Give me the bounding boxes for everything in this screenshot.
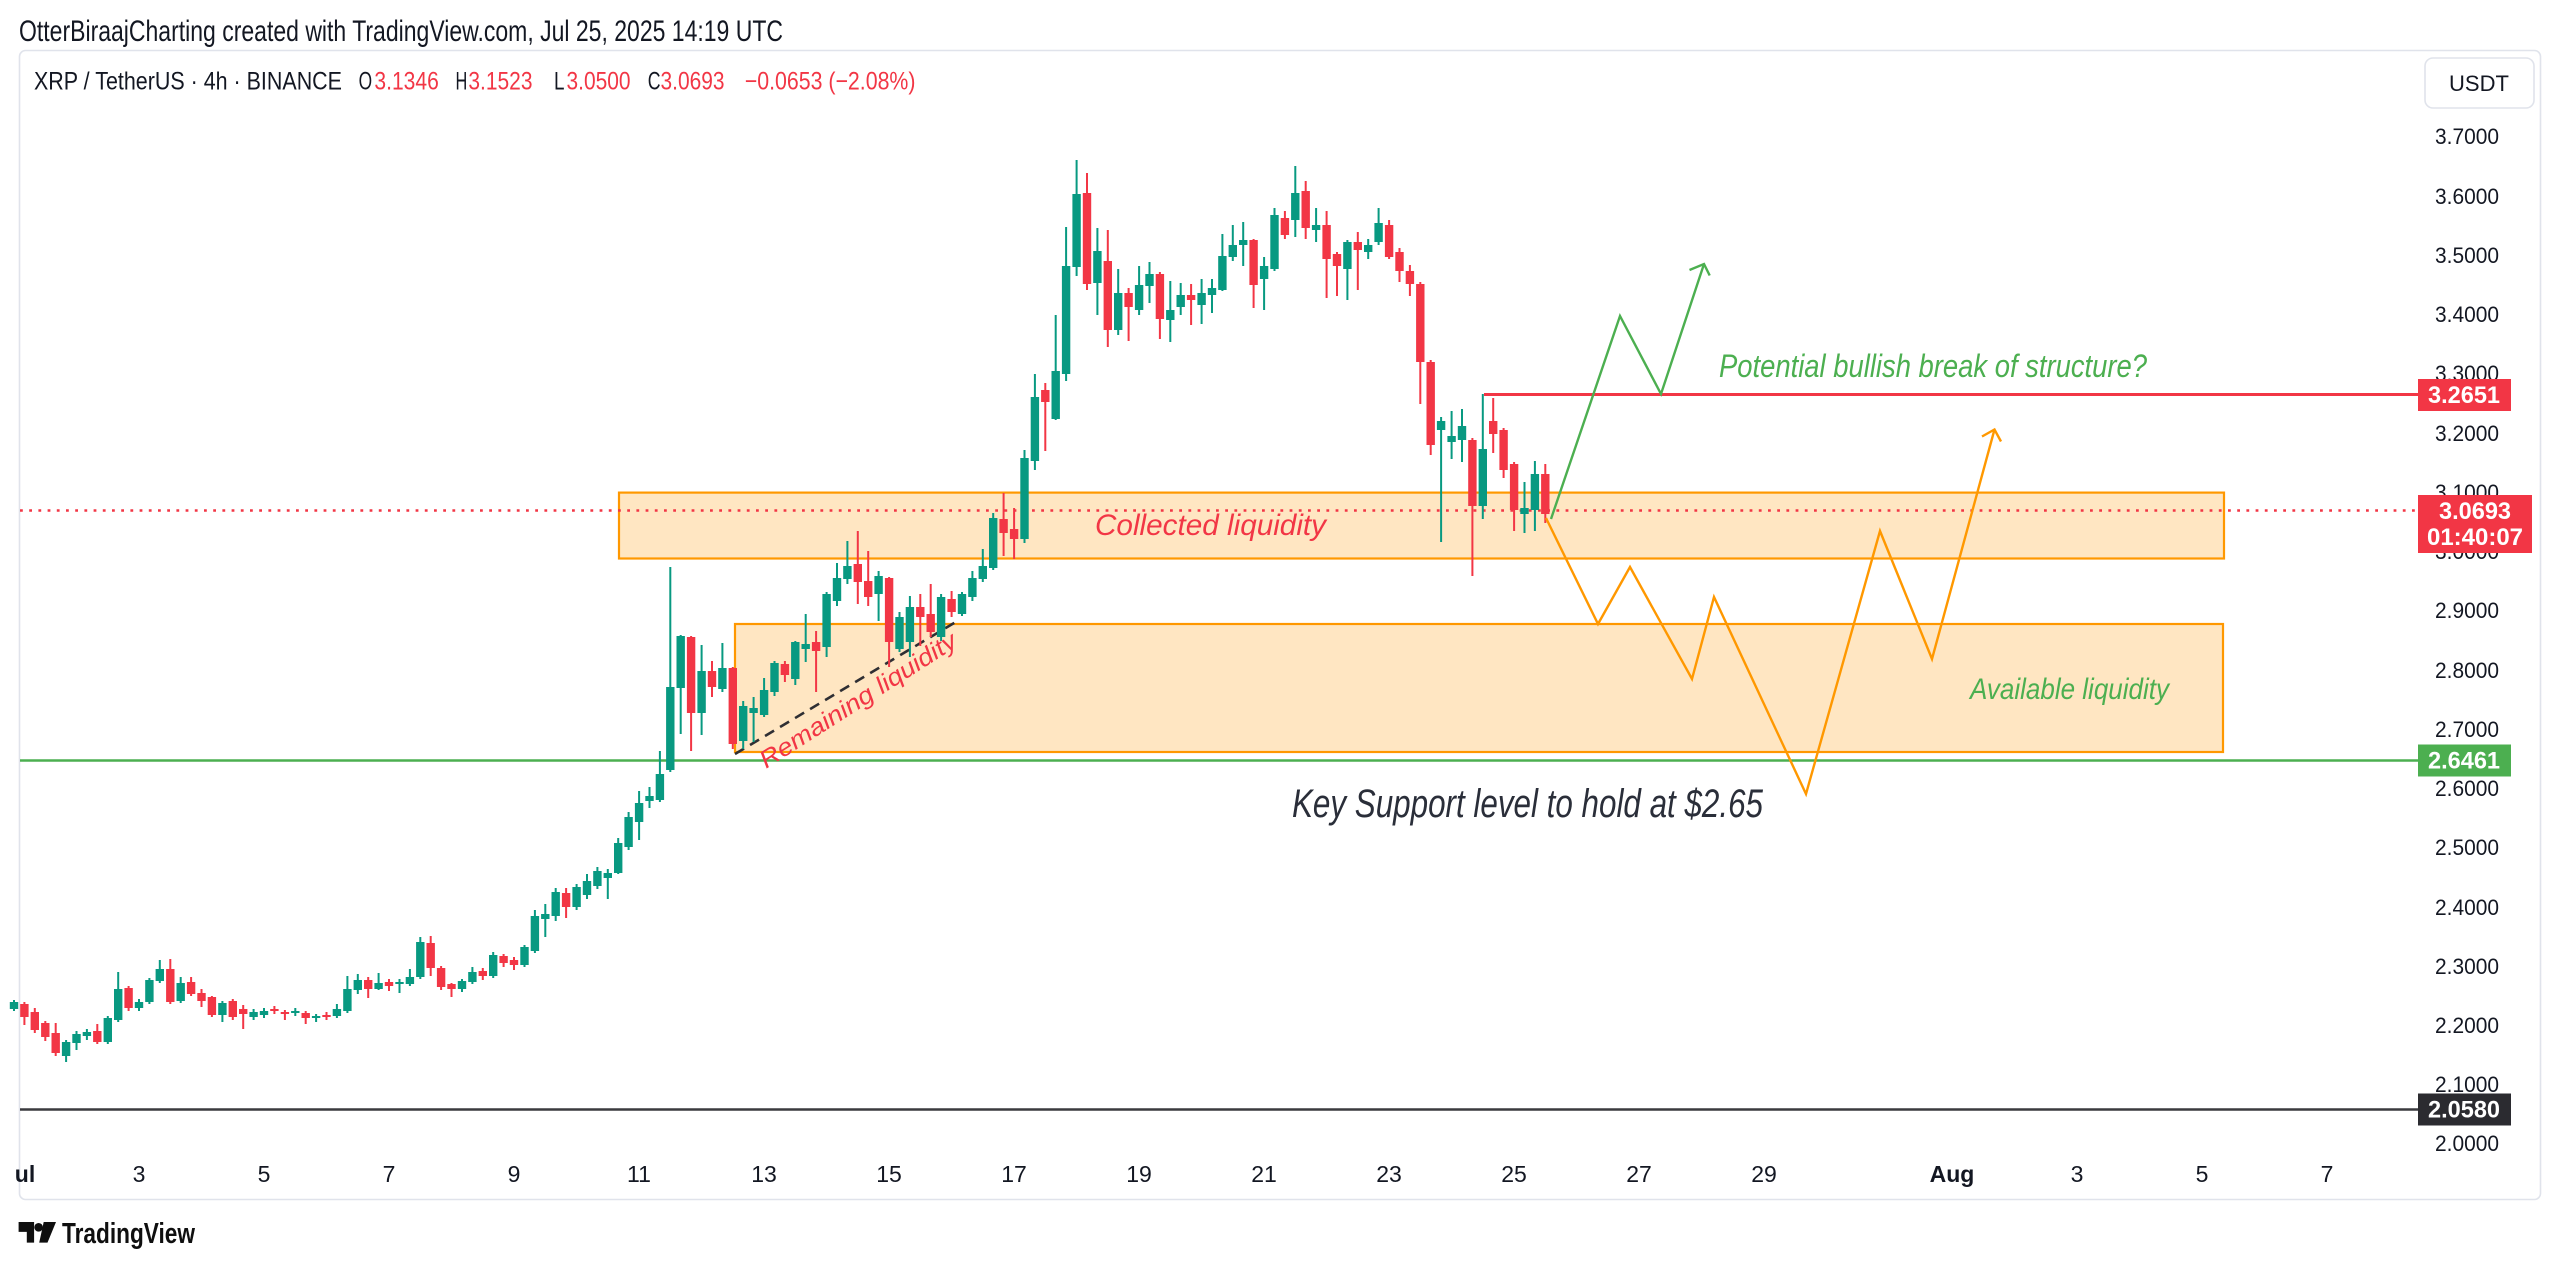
svg-text:13: 13	[751, 1161, 777, 1187]
svg-text:OtterBiraajCharting created wi: OtterBiraajCharting created with Trading…	[19, 15, 783, 48]
svg-text:27: 27	[1626, 1161, 1652, 1187]
svg-text:Aug: Aug	[1930, 1161, 1975, 1187]
svg-text:3.7000: 3.7000	[2435, 124, 2499, 149]
svg-text:11: 11	[627, 1161, 651, 1187]
svg-text:17: 17	[1001, 1161, 1027, 1187]
svg-text:2.3000: 2.3000	[2435, 954, 2499, 979]
svg-text:5: 5	[2196, 1161, 2209, 1187]
svg-text:19: 19	[1126, 1161, 1152, 1187]
svg-text:Available liquidity: Available liquidity	[1968, 673, 2170, 706]
svg-text:2.0580: 2.0580	[2428, 1097, 2500, 1124]
svg-text:3.6000: 3.6000	[2435, 184, 2499, 209]
svg-text:23: 23	[1376, 1161, 1402, 1187]
svg-text:01:40:07: 01:40:07	[2427, 524, 2523, 551]
svg-text:USDT: USDT	[2449, 71, 2509, 96]
svg-text:2.5000: 2.5000	[2435, 835, 2499, 860]
svg-text:2.2000: 2.2000	[2435, 1013, 2499, 1038]
svg-text:ul: ul	[15, 1161, 35, 1187]
svg-text:3.2651: 3.2651	[2428, 382, 2500, 409]
svg-text:5: 5	[258, 1161, 271, 1187]
svg-text:3: 3	[133, 1161, 146, 1187]
svg-text:21: 21	[1251, 1161, 1277, 1187]
svg-text:2.4000: 2.4000	[2435, 895, 2499, 920]
svg-text:7: 7	[383, 1161, 396, 1187]
svg-text:2.9000: 2.9000	[2435, 598, 2499, 623]
svg-text:2.0000: 2.0000	[2435, 1131, 2499, 1156]
svg-text:3.5000: 3.5000	[2435, 243, 2499, 268]
svg-text:2.7000: 2.7000	[2435, 717, 2499, 742]
svg-text:3: 3	[2071, 1161, 2084, 1187]
svg-text:Key Support level to hold at $: Key Support level to hold at $2.65	[1292, 782, 1764, 826]
svg-text:2.6461: 2.6461	[2428, 748, 2500, 775]
svg-text:3.2000: 3.2000	[2435, 421, 2499, 446]
svg-text:9: 9	[508, 1161, 521, 1187]
svg-text:Collected liquidity: Collected liquidity	[1095, 509, 1328, 542]
svg-text:3.0693: 3.0693	[2439, 498, 2511, 525]
svg-text:Potential bullish break of str: Potential bullish break of structure?	[1719, 348, 2147, 384]
svg-text:25: 25	[1501, 1161, 1527, 1187]
svg-text:TradingView: TradingView	[62, 1218, 195, 1250]
svg-text:15: 15	[876, 1161, 902, 1187]
svg-text:3.4000: 3.4000	[2435, 302, 2499, 327]
svg-text:2.6000: 2.6000	[2435, 776, 2499, 801]
svg-text:7: 7	[2321, 1161, 2334, 1187]
svg-text:29: 29	[1751, 1161, 1777, 1187]
svg-text:2.1000: 2.1000	[2435, 1072, 2499, 1097]
svg-text:2.8000: 2.8000	[2435, 658, 2499, 683]
